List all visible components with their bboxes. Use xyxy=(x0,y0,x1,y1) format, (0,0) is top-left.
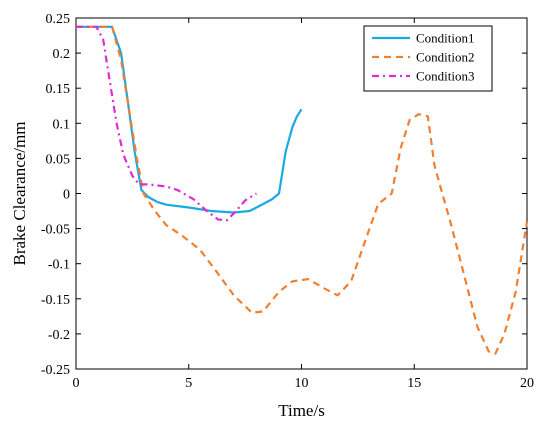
y-tick-label: 0.15 xyxy=(46,82,71,97)
y-tick-label: 0.25 xyxy=(46,12,71,27)
x-tick-label: 0 xyxy=(73,376,80,391)
x-axis-title: Time/s xyxy=(278,401,325,420)
y-axis-title: Brake Clearance/mm xyxy=(10,122,29,266)
y-tick-label: 0.05 xyxy=(46,152,71,167)
y-tick-label: -0.15 xyxy=(41,293,70,308)
y-tick-label: -0.2 xyxy=(48,328,70,343)
legend-box xyxy=(363,25,493,92)
series-line-condition3 xyxy=(76,25,257,222)
series-line-condition2 xyxy=(76,25,529,355)
series-lines xyxy=(76,25,529,355)
legend: Condition1 Condition2 Condition3 xyxy=(363,25,493,92)
legend-label: Condition1 xyxy=(416,31,475,46)
x-tick-label: 15 xyxy=(407,376,421,391)
axis-ticks: 0 5 10 15 20 0.25 0.2 0.15 0.1 0.05 0 -0.05 -0.1 -0.1… xyxy=(41,12,534,391)
y-tick-label: 0.2 xyxy=(53,47,71,62)
x-tick-label: 10 xyxy=(295,376,309,391)
y-tick-label: -0.1 xyxy=(48,258,70,273)
series-line-condition1 xyxy=(76,25,303,214)
x-tick-label: 5 xyxy=(185,376,192,391)
y-tick-label: 0.1 xyxy=(53,117,71,132)
legend-label: Condition3 xyxy=(416,69,475,84)
y-tick-label: -0.05 xyxy=(41,223,70,238)
y-tick-label: 0 xyxy=(63,188,70,203)
x-tick-label: 20 xyxy=(520,376,534,391)
legend-label: Condition2 xyxy=(416,50,475,65)
y-tick-label: -0.25 xyxy=(41,363,70,378)
